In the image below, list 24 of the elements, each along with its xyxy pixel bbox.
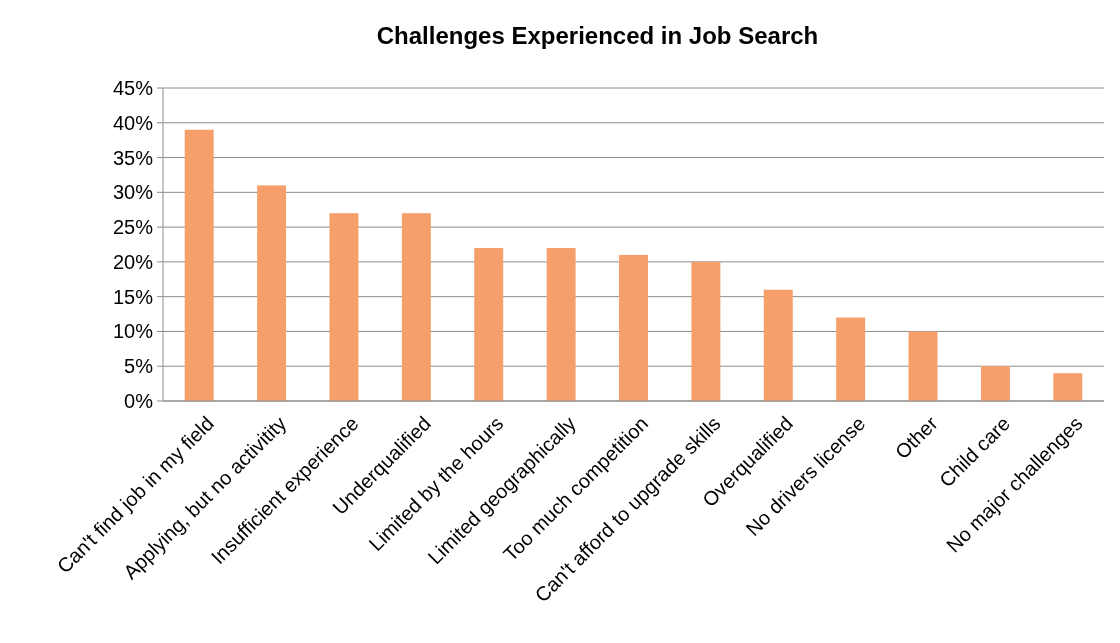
bar bbox=[184, 129, 214, 401]
y-tick-label: 25% bbox=[112, 216, 154, 239]
y-tick-label: 10% bbox=[112, 320, 154, 343]
bar bbox=[763, 289, 793, 401]
bar bbox=[257, 185, 287, 401]
y-tick-label: 15% bbox=[112, 285, 154, 308]
bar bbox=[691, 261, 721, 401]
bar bbox=[474, 247, 504, 401]
bar bbox=[401, 213, 431, 401]
y-tick-label: 0% bbox=[124, 390, 154, 412]
y-tick-label: 5% bbox=[124, 355, 154, 378]
chart-title: Challenges Experienced in Job Search bbox=[376, 22, 819, 49]
y-tick-label: 45% bbox=[112, 77, 154, 99]
bar bbox=[836, 317, 866, 401]
bar bbox=[546, 247, 576, 401]
y-tick-label: 20% bbox=[112, 250, 154, 273]
bar bbox=[1053, 373, 1083, 401]
y-tick-label: 35% bbox=[112, 146, 154, 169]
bar bbox=[980, 366, 1010, 401]
bar bbox=[329, 213, 359, 401]
y-tick-label: 40% bbox=[112, 111, 154, 134]
bar bbox=[908, 331, 938, 401]
bar bbox=[619, 254, 648, 401]
y-tick-label: 30% bbox=[112, 181, 154, 204]
